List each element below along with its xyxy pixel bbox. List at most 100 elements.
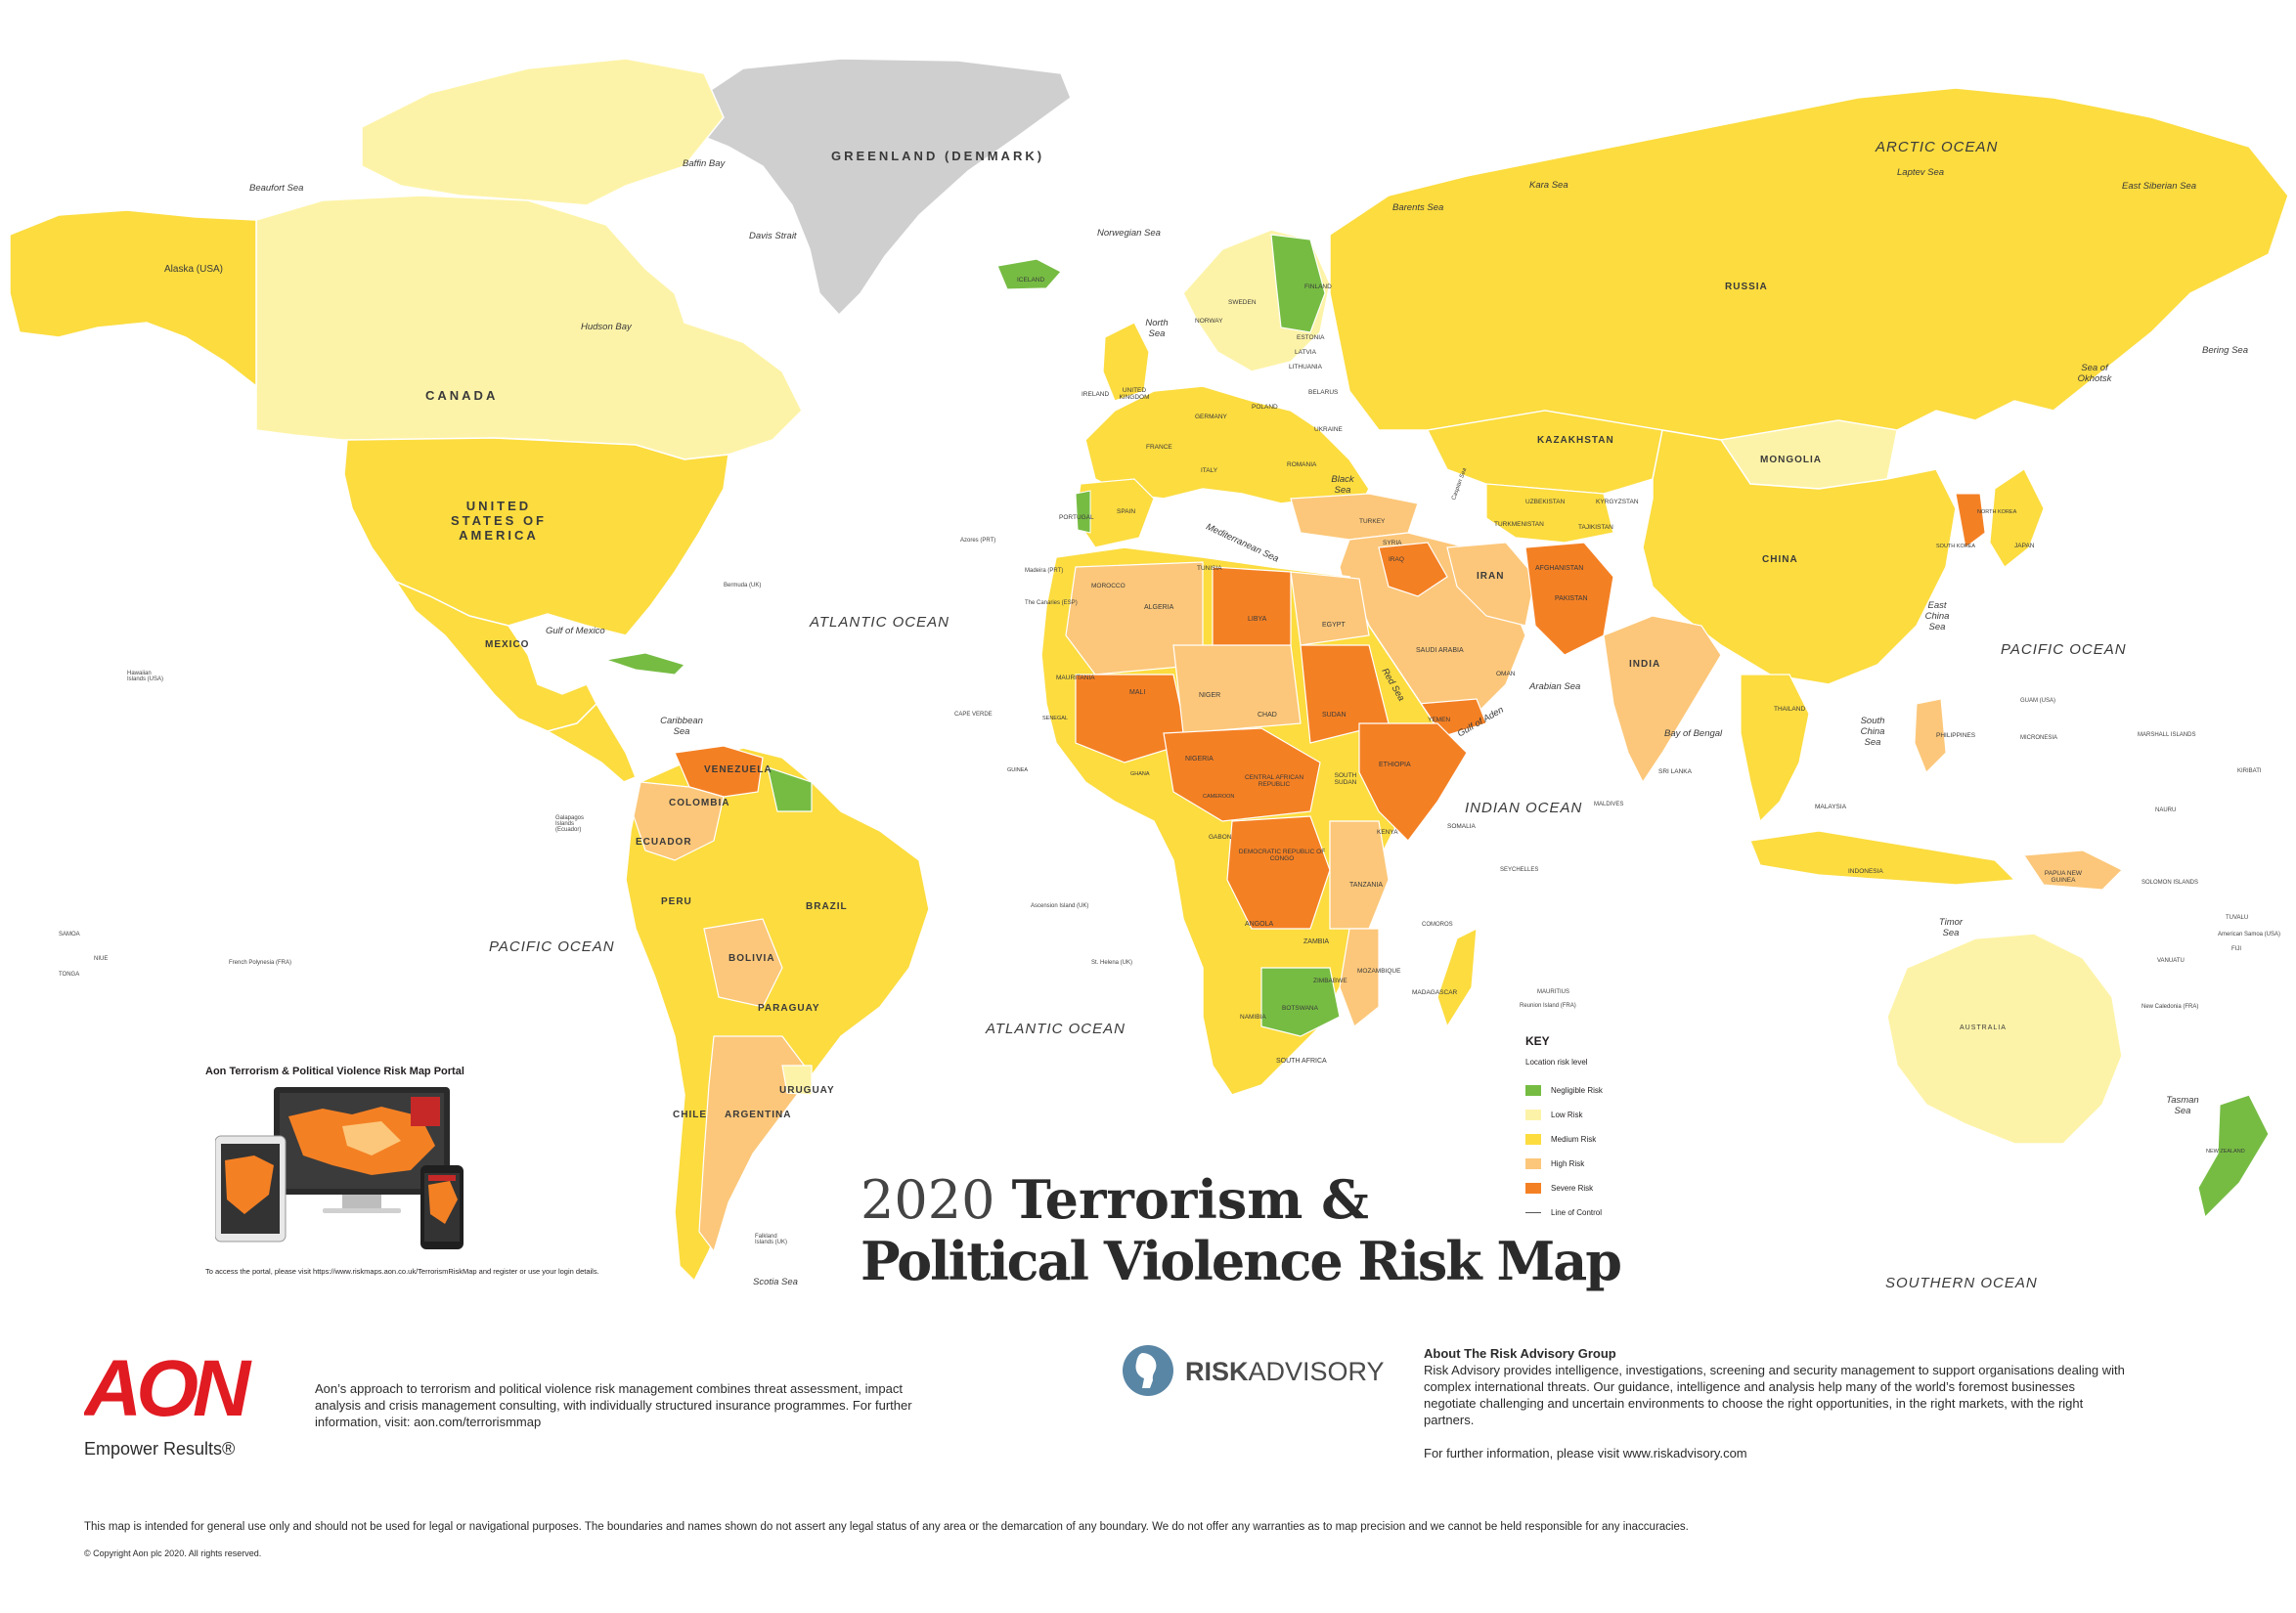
- risk-advisory-title: About The Risk Advisory Group: [1424, 1346, 1616, 1361]
- copyright: © Copyright Aon plc 2020. All rights res…: [84, 1548, 262, 1558]
- label-seychelles: SEYCHELLES: [1500, 867, 1539, 873]
- north-africa-high: [1065, 561, 1204, 676]
- niger-chad: [1172, 644, 1302, 734]
- label-kenya: KENYA: [1377, 829, 1398, 836]
- label-argentina: ARGENTINA: [725, 1110, 792, 1120]
- label-laptev-sea: Laptev Sea: [1897, 167, 1945, 178]
- korea: [1955, 493, 1986, 548]
- label-estonia: ESTONIA: [1297, 334, 1325, 341]
- label-micronesia: MICRONESIA: [2020, 735, 2058, 741]
- aon-description: Aon’s approach to terrorism and politica…: [315, 1381, 912, 1429]
- australia: [1886, 933, 2123, 1145]
- canada: [255, 195, 803, 460]
- mali-region: [1075, 674, 1189, 763]
- label-china: CHINA: [1762, 554, 1798, 565]
- label-lithuania: LITHUANIA: [1289, 364, 1322, 371]
- label-norwegian-sea: Norwegian Sea: [1097, 228, 1161, 239]
- label-mongolia: MONGOLIA: [1760, 455, 1822, 465]
- label-turkey: TURKEY: [1359, 518, 1386, 525]
- label-indonesia: INDONESIA: [1848, 868, 1883, 875]
- label-italy: ITALY: [1201, 467, 1218, 474]
- label-gabon: GABON: [1209, 834, 1232, 841]
- se-asia: [1740, 674, 1810, 823]
- label-tonga: TONGA: [59, 972, 80, 978]
- new-zealand: [2197, 1094, 2270, 1219]
- label-latvia: LATVIA: [1295, 349, 1316, 356]
- label-tanzania: TANZANIA: [1349, 882, 1384, 889]
- label-mozambique: MOZAMBIQUE: [1357, 968, 1401, 975]
- southern-africa-low: [1260, 967, 1341, 1037]
- legend-swatch-medium: [1525, 1134, 1541, 1145]
- label-egypt: EGYPT: [1322, 622, 1346, 629]
- label-kazakhstan: KAZAKHSTAN: [1537, 435, 1614, 446]
- label-ascension: Ascension Island (UK): [1031, 903, 1089, 909]
- label-sudan: SUDAN: [1322, 712, 1347, 719]
- central-america: [546, 702, 637, 783]
- title-line1: Terrorism &: [1011, 1168, 1369, 1231]
- label-colombia: COLOMBIA: [669, 798, 730, 808]
- label-uk: UNITED KINGDOM: [1119, 387, 1150, 401]
- label-nauru: NAURU: [2155, 807, 2177, 813]
- label-sri-lanka: SRI LANKA: [1658, 768, 1692, 775]
- label-falkland-islands: Falkland Islands (UK): [755, 1234, 788, 1245]
- label-usa: UNITED STATES OF AMERICA: [450, 499, 548, 543]
- svg-text:RISKADVISORY: RISKADVISORY: [1185, 1357, 1385, 1386]
- legend-label: Line of Control: [1551, 1208, 1603, 1217]
- philippines: [1914, 698, 1947, 773]
- label-poland: POLAND: [1252, 404, 1278, 411]
- legend-label: Severe Risk: [1551, 1184, 1594, 1193]
- label-arabian-sea: Arabian Sea: [1529, 681, 1581, 692]
- portal-promo: Aon Terrorism & Political Violence Risk …: [203, 1066, 614, 1253]
- label-atlantic-ocean-north: ATLANTIC OCEAN: [810, 614, 949, 631]
- label-reunion: Reunion Island (FRA): [1520, 1003, 1576, 1009]
- label-uzbekistan: UZBEKISTAN: [1525, 499, 1566, 505]
- china: [1642, 429, 1957, 685]
- iceland: [996, 258, 1062, 290]
- portal-note: To access the portal, please visit https…: [205, 1267, 599, 1276]
- label-japan: JAPAN: [2014, 543, 2035, 549]
- label-tuvalu: TUVALU: [2226, 915, 2249, 921]
- bolivia: [703, 918, 783, 1008]
- label-bermuda: Bermuda (UK): [724, 583, 762, 589]
- legend-item-severe: Severe Risk: [1525, 1176, 1672, 1200]
- iraq-syria: [1378, 542, 1448, 597]
- egypt: [1290, 571, 1370, 646]
- uk: [1102, 322, 1150, 402]
- map-title: 2020 Terrorism & Political Violence Risk…: [861, 1168, 1622, 1291]
- risk-advisory-link[interactable]: For further information, please visit ww…: [1424, 1446, 1747, 1460]
- mozambique: [1339, 928, 1380, 1027]
- label-hawaiian-islands: Hawaiian Islands (USA): [127, 671, 164, 682]
- label-finland: FINLAND: [1304, 283, 1332, 290]
- label-venezuela: VENEZUELA: [704, 764, 773, 775]
- label-azores: Azores (PRT): [960, 538, 996, 544]
- label-arctic-ocean: ARCTIC OCEAN: [1876, 139, 1999, 155]
- label-iran: IRAN: [1477, 571, 1505, 582]
- label-chad: CHAD: [1258, 712, 1277, 719]
- label-pacific-ocean-east: PACIFIC OCEAN: [489, 938, 615, 955]
- label-saudi-arabia: SAUDI ARABIA: [1416, 647, 1464, 654]
- risk-advisory-description: Risk Advisory provides intelligence, inv…: [1424, 1363, 2125, 1427]
- label-philippines: PHILIPPINES: [1936, 732, 1976, 739]
- label-thailand: THAILAND: [1774, 706, 1806, 713]
- label-mexico: MEXICO: [485, 639, 530, 650]
- label-tasman-sea: Tasman Sea: [2166, 1095, 2199, 1116]
- label-spain: SPAIN: [1117, 508, 1136, 515]
- label-madagascar: MADAGASCAR: [1412, 989, 1458, 996]
- legend-item-high: High Risk: [1525, 1152, 1672, 1176]
- label-sea-of-okhotsk: Sea of Okhotsk: [2077, 363, 2112, 384]
- japan: [1989, 468, 2045, 568]
- label-black-sea: Black Sea: [1331, 474, 1354, 496]
- label-zambia: ZAMBIA: [1303, 938, 1330, 945]
- uruguay: [781, 1065, 813, 1096]
- label-ethiopia: ETHIOPIA: [1379, 762, 1411, 768]
- label-mali: MALI: [1129, 689, 1146, 696]
- label-afghanistan: AFGHANISTAN: [1535, 565, 1584, 572]
- legend-label: High Risk: [1551, 1159, 1585, 1168]
- label-baffin-bay: Baffin Bay: [683, 158, 726, 169]
- label-botswana: BOTSWANA: [1282, 1005, 1318, 1012]
- label-somalia: SOMALIA: [1447, 823, 1476, 830]
- label-tunisia: TUNISIA: [1197, 565, 1222, 572]
- label-atlantic-ocean-south: ATLANTIC OCEAN: [986, 1021, 1126, 1037]
- risk-advisory-logo: RISKADVISORY: [1123, 1343, 1406, 1398]
- label-gulf-of-mexico: Gulf of Mexico: [546, 626, 605, 636]
